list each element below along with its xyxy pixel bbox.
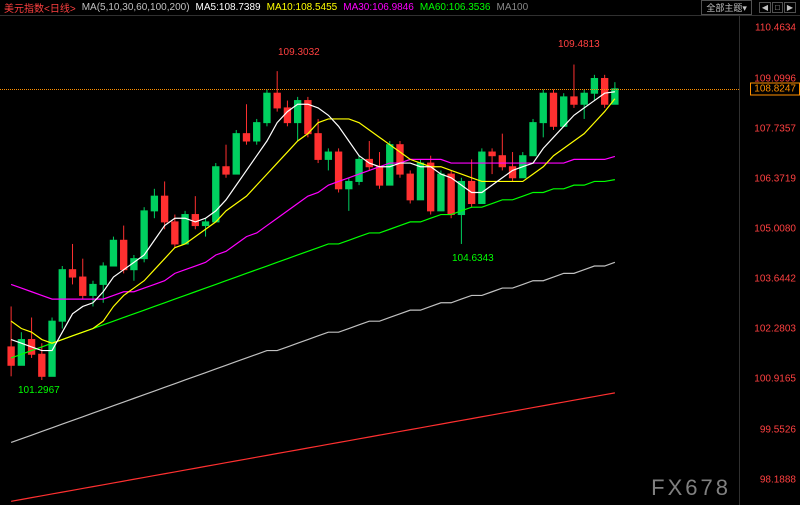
watermark: FX678 bbox=[651, 475, 731, 501]
y-tick: 103.6442 bbox=[754, 274, 796, 285]
y-axis: 110.4634109.0996107.7357106.3719105.0080… bbox=[741, 16, 800, 505]
y-tick: 102.2803 bbox=[754, 324, 796, 335]
y-tick: 106.3719 bbox=[754, 173, 796, 184]
y-tick: 98.1888 bbox=[760, 474, 796, 485]
ma100-label: MA100 bbox=[496, 2, 528, 13]
y-tick: 110.4634 bbox=[755, 23, 796, 34]
current-price-box: 108.8247 bbox=[750, 82, 800, 95]
y-tick: 105.0080 bbox=[754, 223, 796, 234]
expand-button[interactable]: □ bbox=[772, 2, 783, 13]
next-button[interactable]: ▶ bbox=[784, 2, 796, 13]
price-annotation: 109.4813 bbox=[558, 39, 600, 50]
ma10-label: MA10:108.5455 bbox=[267, 2, 338, 13]
y-tick: 100.9165 bbox=[754, 374, 796, 385]
ma60-label: MA60:106.3536 bbox=[420, 2, 491, 13]
price-annotation: 101.2967 bbox=[18, 385, 60, 396]
chart-header: 美元指数<日线> MA(5,10,30,60,100,200) MA5:108.… bbox=[0, 0, 800, 16]
chart-container: 美元指数<日线> MA(5,10,30,60,100,200) MA5:108.… bbox=[0, 0, 800, 505]
y-tick: 99.5526 bbox=[760, 424, 796, 435]
ma30-label: MA30:106.9846 bbox=[343, 2, 414, 13]
theme-dropdown[interactable]: 全部主题▾ bbox=[701, 0, 752, 15]
header-buttons: ◀□▶ bbox=[758, 2, 796, 13]
price-annotation: 109.3032 bbox=[278, 47, 320, 58]
price-annotation: 104.6343 bbox=[452, 253, 494, 264]
y-tick: 107.7357 bbox=[754, 123, 796, 134]
ma-periods: MA(5,10,30,60,100,200) bbox=[82, 2, 190, 13]
ma5-label: MA5:108.7389 bbox=[196, 2, 261, 13]
instrument-title: 美元指数<日线> bbox=[4, 0, 76, 15]
plot-area[interactable]: 109.3032 109.4813 104.6343 101.2967 FX678 bbox=[0, 16, 740, 505]
current-price-line bbox=[0, 89, 739, 90]
prev-button[interactable]: ◀ bbox=[759, 2, 771, 13]
